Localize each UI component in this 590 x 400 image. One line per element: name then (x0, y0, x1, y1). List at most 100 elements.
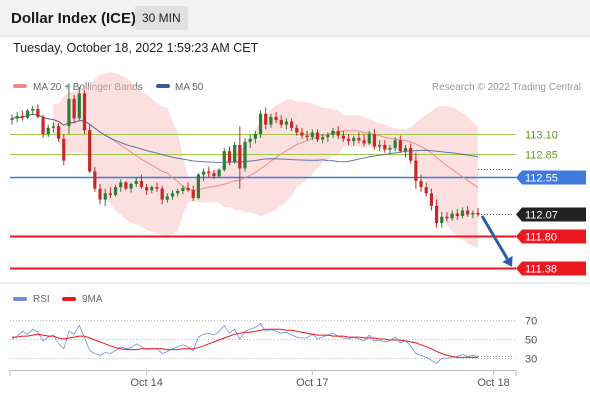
resistance-label: 112.85 (525, 150, 558, 162)
forecast-arrow (480, 215, 513, 267)
rsi-tick-label: 70 (525, 316, 537, 328)
candle-body (362, 140, 366, 144)
candle-body (51, 126, 56, 128)
candle-body (414, 160, 418, 181)
candle-body (196, 174, 201, 199)
candle-body (264, 113, 268, 125)
candle (279, 115, 283, 128)
pivot-tag (516, 170, 586, 185)
candle (56, 123, 61, 142)
candle-body (295, 127, 299, 133)
candle (295, 124, 299, 136)
candle (119, 179, 123, 192)
resistance-label: 113.10 (525, 130, 558, 142)
support-label: 111.80 (525, 232, 557, 244)
pivot-label: 112.55 (525, 173, 558, 185)
candle (186, 182, 190, 192)
candle (31, 105, 35, 116)
candle-body (341, 135, 345, 139)
candle-body (72, 98, 76, 119)
candle (51, 122, 56, 133)
candle (383, 140, 387, 153)
candle (36, 104, 40, 119)
candle-body (326, 134, 330, 138)
candle (357, 132, 361, 144)
candle-body (357, 137, 361, 141)
candle (352, 135, 356, 146)
candle-body (253, 134, 257, 139)
candle (217, 168, 221, 178)
candle (258, 110, 263, 138)
candle (367, 130, 371, 145)
candle-body (269, 116, 273, 125)
instrument-title: Dollar Index (ICE) (11, 10, 137, 27)
candle-body (186, 187, 190, 191)
candle-body (124, 182, 128, 189)
ma20-legend-swatch (13, 84, 27, 88)
candle (160, 185, 164, 205)
candle-body (160, 188, 164, 200)
candle-body (409, 148, 413, 161)
candle-body (15, 116, 19, 119)
candle-body (233, 144, 237, 163)
candle (176, 188, 180, 197)
candle-body (300, 132, 304, 136)
support-tag (516, 261, 586, 276)
candle (284, 118, 289, 130)
candle-body (207, 171, 211, 174)
candle (41, 114, 45, 138)
candle-body (227, 151, 232, 163)
time-tick-label: Oct 18 (477, 377, 509, 389)
rsi-ma-legend-label: 9MA (82, 294, 103, 305)
candle-body (20, 116, 24, 118)
candle-body (403, 148, 408, 152)
candle-body (145, 187, 149, 191)
candle-body (419, 180, 423, 188)
candle-body (388, 148, 392, 150)
candle (289, 118, 294, 131)
candle (424, 182, 428, 197)
candle (315, 129, 320, 142)
rsi-ma-line (12, 328, 478, 358)
chart-header: Dollar Index (ICE) 30 MIN (0, 0, 590, 37)
candle-body (82, 93, 87, 131)
candle-body (372, 134, 377, 147)
candle (331, 127, 335, 138)
candle (227, 146, 232, 166)
candle (108, 187, 112, 199)
candle-body (108, 193, 112, 195)
rsi-legend-swatch (13, 297, 27, 301)
candle (10, 114, 14, 125)
candle (88, 124, 92, 174)
source-credit: Research © 2022 Trading Central (432, 82, 581, 93)
candle-body (119, 182, 123, 188)
candle (388, 144, 392, 155)
candle-body (46, 127, 50, 135)
candle (207, 166, 211, 177)
last-price-label: 112.07 (525, 210, 558, 222)
candle-body (258, 113, 263, 135)
candle-body (398, 140, 402, 152)
candle-body (429, 193, 434, 206)
candle (378, 140, 382, 152)
candle (82, 90, 87, 135)
forecast-arrow-head (502, 255, 513, 267)
timeframe-badge[interactable]: 30 MIN (135, 6, 188, 30)
candle (243, 137, 247, 172)
candle-body (181, 187, 185, 192)
candle-body (310, 132, 314, 138)
candle-body (383, 144, 387, 150)
candle (233, 141, 237, 164)
ma50-legend-swatch (156, 84, 170, 88)
candle (238, 126, 242, 189)
candle-body (450, 213, 454, 219)
candle-body (212, 173, 216, 177)
rsi-panel: 70 50 30 (10, 316, 537, 366)
candle (419, 174, 423, 192)
candle (264, 107, 268, 130)
candle-body (165, 196, 169, 200)
rsi-tick-label: 50 (525, 335, 537, 347)
candle-body (139, 180, 144, 188)
candle-body (367, 134, 371, 144)
